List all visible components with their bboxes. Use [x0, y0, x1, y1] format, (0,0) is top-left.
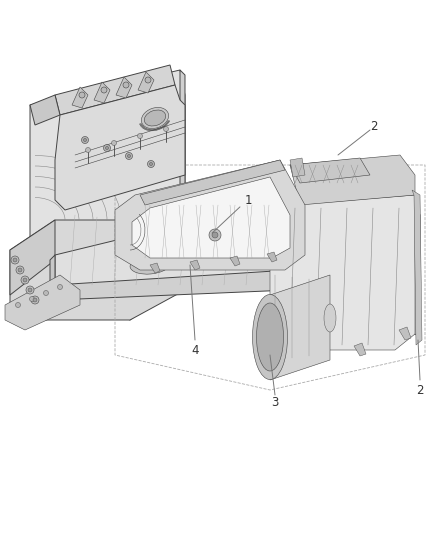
Polygon shape: [138, 72, 154, 93]
Circle shape: [212, 232, 218, 238]
Polygon shape: [150, 263, 160, 273]
Polygon shape: [30, 70, 185, 320]
Polygon shape: [55, 270, 290, 300]
Circle shape: [149, 163, 152, 166]
Ellipse shape: [257, 303, 283, 371]
Circle shape: [123, 82, 129, 88]
Circle shape: [163, 126, 169, 132]
Polygon shape: [55, 85, 185, 210]
Text: 2: 2: [370, 120, 378, 133]
Polygon shape: [94, 82, 110, 103]
Circle shape: [85, 148, 91, 152]
Circle shape: [81, 136, 88, 143]
Circle shape: [57, 285, 63, 289]
Circle shape: [126, 152, 133, 159]
Ellipse shape: [324, 304, 336, 332]
Circle shape: [31, 296, 39, 304]
Polygon shape: [190, 260, 200, 270]
Polygon shape: [30, 95, 60, 125]
Circle shape: [148, 160, 155, 167]
Polygon shape: [412, 190, 422, 345]
Circle shape: [11, 256, 19, 264]
Polygon shape: [5, 275, 80, 330]
Circle shape: [15, 303, 21, 308]
Polygon shape: [270, 195, 420, 350]
Polygon shape: [10, 220, 55, 295]
Circle shape: [21, 276, 29, 284]
Polygon shape: [290, 155, 415, 205]
Circle shape: [112, 141, 117, 146]
Polygon shape: [55, 65, 175, 115]
Circle shape: [26, 286, 34, 294]
Circle shape: [33, 298, 37, 302]
Circle shape: [28, 288, 32, 292]
Polygon shape: [294, 345, 306, 358]
Circle shape: [209, 229, 221, 241]
Polygon shape: [354, 343, 366, 356]
Text: 4: 4: [191, 343, 199, 357]
Polygon shape: [115, 160, 305, 270]
Polygon shape: [180, 70, 185, 285]
Circle shape: [145, 77, 151, 83]
Circle shape: [84, 139, 86, 141]
Polygon shape: [270, 275, 330, 380]
Ellipse shape: [190, 253, 220, 267]
Circle shape: [106, 147, 109, 149]
Polygon shape: [132, 177, 290, 258]
Polygon shape: [290, 158, 370, 183]
Circle shape: [43, 290, 49, 295]
Polygon shape: [116, 77, 132, 98]
Polygon shape: [10, 220, 185, 320]
Circle shape: [16, 266, 24, 274]
Polygon shape: [50, 255, 55, 300]
Ellipse shape: [141, 108, 169, 128]
Circle shape: [23, 278, 27, 282]
Polygon shape: [399, 327, 411, 340]
Ellipse shape: [252, 295, 287, 379]
Ellipse shape: [145, 110, 166, 126]
Circle shape: [18, 268, 22, 272]
Polygon shape: [140, 160, 285, 205]
Circle shape: [13, 258, 17, 262]
Circle shape: [79, 92, 85, 98]
Text: 3: 3: [271, 397, 279, 409]
Text: 1: 1: [244, 193, 252, 206]
Circle shape: [103, 144, 110, 151]
Polygon shape: [415, 195, 420, 335]
Polygon shape: [290, 158, 305, 177]
Circle shape: [101, 87, 107, 93]
Text: 2: 2: [416, 384, 424, 397]
Polygon shape: [72, 87, 88, 108]
Circle shape: [29, 296, 35, 302]
Circle shape: [127, 155, 131, 157]
Polygon shape: [55, 210, 290, 285]
Ellipse shape: [130, 256, 170, 274]
Polygon shape: [230, 256, 240, 266]
Polygon shape: [267, 252, 277, 262]
Circle shape: [138, 133, 142, 139]
